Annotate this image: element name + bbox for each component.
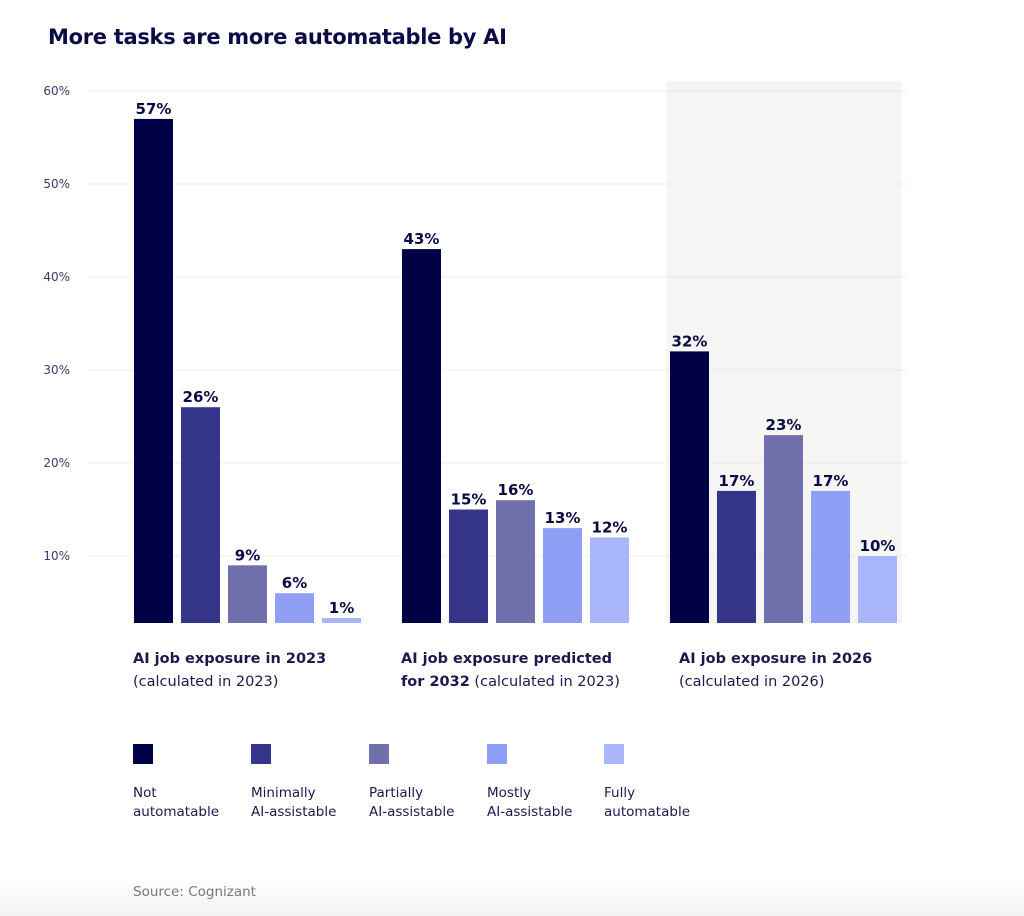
y-tick-label: 50% — [43, 177, 70, 191]
legend-label-line1: Not — [133, 785, 157, 801]
bar — [449, 509, 488, 623]
legend-label-line1: Partially — [369, 785, 424, 801]
data-label: 57% — [136, 100, 172, 118]
data-label: 12% — [592, 518, 628, 536]
bar — [811, 490, 850, 623]
category-label-note: (calculated in 2023) — [469, 674, 620, 690]
legend-label-line1: Fully — [604, 785, 636, 801]
bar-chart: 10% 20% 30% 40% 50% 60% 57% 26% 9% 6% 1% 43% 15% 16%… — [43, 81, 907, 624]
legend-swatch — [369, 744, 389, 764]
bar — [496, 500, 535, 623]
source-note: Source: Cognizant — [133, 884, 256, 900]
category-label-bold: AI job exposure in 2026 — [679, 651, 873, 667]
data-label: 1% — [329, 599, 354, 617]
legend-label-line2: automatable — [133, 804, 219, 820]
bar — [590, 537, 629, 623]
data-label: 6% — [282, 574, 307, 592]
legend-item-fully-automatable: Fully automatable — [604, 744, 722, 822]
y-axis-ticks: 10% 20% 30% 40% 50% 60% — [43, 84, 70, 563]
legend-label-line2: AI-assistable — [251, 804, 337, 820]
y-tick-label: 30% — [43, 363, 70, 377]
legend-swatch — [251, 744, 271, 764]
legend-label-line2: AI-assistable — [369, 804, 455, 820]
data-label: 17% — [719, 472, 755, 490]
legend-label-line1: Minimally — [251, 785, 316, 801]
chart-title: More tasks are more automatable by AI — [48, 25, 507, 49]
y-tick-label: 60% — [43, 84, 70, 98]
category-label-note: (calculated in 2026) — [679, 674, 825, 690]
legend-label-line1: Mostly — [487, 785, 531, 801]
bar — [275, 593, 314, 623]
data-label: 43% — [404, 230, 440, 248]
data-label: 9% — [235, 546, 260, 564]
bars — [134, 118, 897, 624]
category-label-bold: AI job exposure in 2023 — [133, 651, 327, 667]
bar — [181, 407, 220, 623]
category-label-2032: AI job exposure predicted for 2032 (calc… — [401, 648, 620, 694]
bar — [670, 351, 709, 623]
category-label-2023: AI job exposure in 2023 (calculated in 2… — [133, 648, 326, 694]
bar — [322, 618, 361, 623]
legend-item-not-automatable: Not automatable — [133, 744, 251, 822]
data-label: 26% — [183, 388, 219, 406]
bar — [134, 118, 173, 624]
bar — [717, 490, 756, 623]
data-labels: 57% 26% 9% 6% 1% 43% 15% 16% 13% 12% 32% 17% 23% 17% 1… — [136, 100, 896, 617]
bar — [402, 249, 441, 623]
data-label: 10% — [860, 537, 896, 555]
legend-swatch — [604, 744, 624, 764]
data-label: 16% — [498, 481, 534, 499]
legend-label-line2: AI-assistable — [487, 804, 573, 820]
category-label-2026: AI job exposure in 2026 (calculated in 2… — [679, 648, 872, 694]
category-label-bold-2: for 2032 — [401, 674, 470, 690]
footer-fade — [0, 876, 1024, 916]
category-label-bold: AI job exposure predicted — [401, 651, 612, 667]
legend-item-mostly-ai-assistable: Mostly AI-assistable — [487, 744, 605, 822]
category-label-note: (calculated in 2023) — [133, 674, 279, 690]
data-label: 17% — [813, 472, 849, 490]
y-tick-label: 40% — [43, 270, 70, 284]
bar — [858, 556, 897, 623]
data-label: 13% — [545, 509, 581, 527]
y-tick-label: 20% — [43, 456, 70, 470]
legend-label-line2: automatable — [604, 804, 690, 820]
bar — [764, 435, 803, 623]
bar — [228, 565, 267, 623]
y-tick-label: 10% — [43, 549, 70, 563]
data-label: 15% — [451, 491, 487, 509]
bar — [543, 528, 582, 623]
legend-swatch — [487, 744, 507, 764]
data-label: 32% — [672, 332, 708, 350]
legend-item-minimally-ai-assistable: Minimally AI-assistable — [251, 744, 369, 822]
legend-swatch — [133, 744, 153, 764]
data-label: 23% — [766, 416, 802, 434]
legend-item-partially-ai-assistable: Partially AI-assistable — [369, 744, 487, 822]
